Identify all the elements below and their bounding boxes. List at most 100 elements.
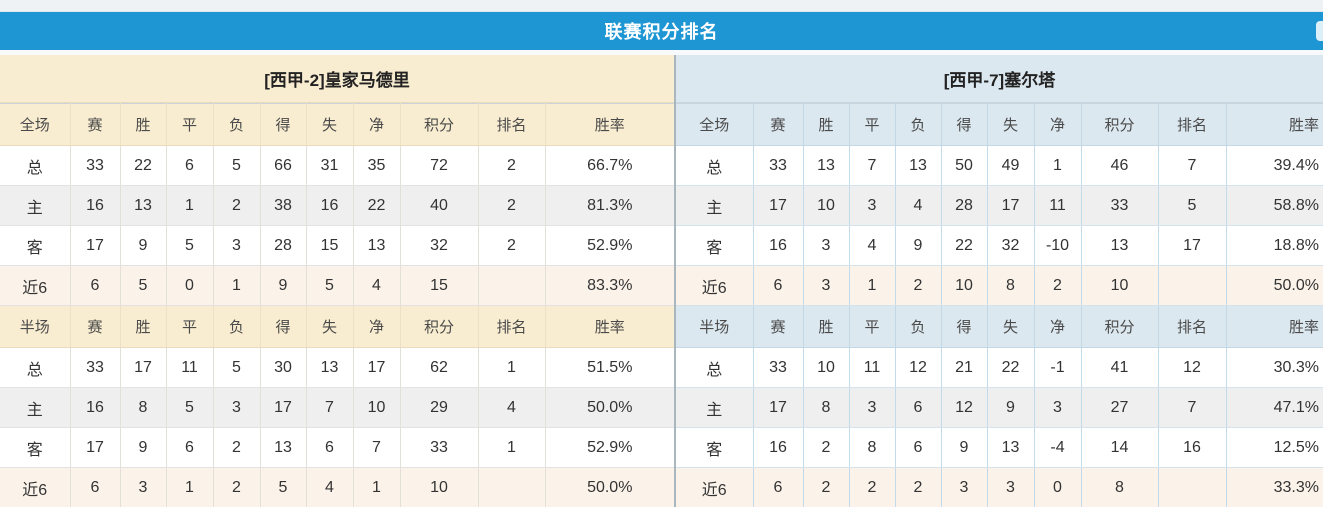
- stat-cell: 2: [478, 185, 546, 226]
- team-name-away: [西甲-7]塞尔塔: [676, 55, 1323, 103]
- title-gap: [0, 50, 1323, 55]
- stat-cell: 13: [306, 347, 354, 388]
- stat-cell: 7: [849, 145, 896, 186]
- stat-cell: 62: [400, 347, 479, 388]
- column-header: 净: [353, 305, 401, 348]
- stat-row: 客 17 9 5 3 28 15 13 32 2 52.9%: [0, 225, 674, 266]
- column-header: 全场: [676, 103, 754, 146]
- stat-cell: 22: [120, 145, 167, 186]
- column-header: 得: [260, 103, 307, 146]
- stat-row: 近6 6 3 1 2 5 4 1 10 50.0%: [0, 467, 674, 507]
- stat-cell: 50.0%: [545, 467, 674, 507]
- stat-cell: 1: [213, 265, 261, 306]
- row-label: 主: [0, 387, 71, 428]
- stat-cell: 10: [400, 467, 479, 507]
- column-header: 半场: [0, 305, 71, 348]
- row-label: 总: [676, 347, 754, 388]
- stat-row: 客 17 9 6 2 13 6 7 33 1 52.9%: [0, 427, 674, 468]
- stat-cell: 10: [353, 387, 401, 428]
- standings-tables: [西甲-2]皇家马德里 全场赛胜平负得失净积分 排名 胜率总 33 22 6 5 66 31 35…: [0, 55, 1323, 507]
- stat-cell: 13: [353, 225, 401, 266]
- stat-cell: 6: [753, 467, 804, 507]
- stat-cell: 38: [260, 185, 307, 226]
- column-header: 胜率: [1226, 103, 1323, 146]
- stat-header-row: 半场赛胜平负得失净积分 排名 胜率: [0, 305, 674, 348]
- stat-cell: 5: [166, 387, 214, 428]
- stat-cell: 52.9%: [545, 427, 674, 468]
- stat-cell: 16: [70, 387, 121, 428]
- stat-row: 客 16 3 4 9 22 32 -10 13 17 18.8%: [676, 225, 1323, 266]
- stat-cell: 41: [1081, 347, 1159, 388]
- stat-cell: 9: [941, 427, 988, 468]
- column-header: 赛: [753, 103, 804, 146]
- stat-cell: 11: [166, 347, 214, 388]
- stat-cell: [478, 265, 546, 306]
- stat-header-row: 全场赛胜平负得失净积分 排名 胜率: [676, 103, 1323, 146]
- stat-row: 总 33 22 6 5 66 31 35 72 2 66.7%: [0, 145, 674, 186]
- stat-cell: 16: [753, 225, 804, 266]
- stat-row: 近6 6 2 2 2 3 3 0 8 33.3%: [676, 467, 1323, 507]
- stat-cell: 10: [941, 265, 988, 306]
- stat-cell: 12.5%: [1226, 427, 1323, 468]
- stat-cell: 15: [306, 225, 354, 266]
- stat-cell: 2: [1034, 265, 1082, 306]
- stat-cell: 3: [213, 225, 261, 266]
- column-header: 平: [166, 305, 214, 348]
- stat-cell: 16: [1158, 427, 1227, 468]
- stat-cell: -1: [1034, 347, 1082, 388]
- column-header: 排名: [1158, 305, 1227, 348]
- row-label: 近6: [676, 467, 754, 507]
- stat-cell: 2: [213, 185, 261, 226]
- column-header: 胜: [120, 103, 167, 146]
- stat-cell: 33: [70, 145, 121, 186]
- stat-cell: 3: [803, 265, 850, 306]
- stat-cell: 10: [803, 347, 850, 388]
- column-header: 排名: [1158, 103, 1227, 146]
- stat-cell: 9: [895, 225, 942, 266]
- stat-row: 总 33 13 7 13 50 49 1 46 7 39.4%: [676, 145, 1323, 186]
- stat-cell: 17: [353, 347, 401, 388]
- row-label: 主: [0, 185, 71, 226]
- stat-cell: [478, 467, 546, 507]
- stat-cell: 81.3%: [545, 185, 674, 226]
- column-header: 积分: [1081, 305, 1159, 348]
- stat-cell: 4: [478, 387, 546, 428]
- column-header: 得: [941, 103, 988, 146]
- column-header: 平: [849, 103, 896, 146]
- row-label: 总: [0, 145, 71, 186]
- stat-cell: 30: [260, 347, 307, 388]
- stat-cell: 1: [166, 185, 214, 226]
- top-strip: [0, 0, 1323, 12]
- stat-cell: 17: [987, 185, 1035, 226]
- clipped-edge-icon: [1316, 21, 1323, 41]
- stat-cell: 6: [895, 387, 942, 428]
- stat-cell: 16: [70, 185, 121, 226]
- stat-cell: 6: [166, 145, 214, 186]
- stat-cell: 72: [400, 145, 479, 186]
- stat-cell: 10: [1081, 265, 1159, 306]
- column-header: 全场: [0, 103, 71, 146]
- stat-cell: 1: [849, 265, 896, 306]
- column-header: 胜: [803, 103, 850, 146]
- stat-cell: 28: [260, 225, 307, 266]
- stat-cell: 13: [1081, 225, 1159, 266]
- stats-table-away: 全场赛胜平负得失净积分 排名 胜率总 33 13 7 13 50 49 1 46 7 39.4% 主 17 1…: [676, 103, 1323, 507]
- stat-cell: 5: [1158, 185, 1227, 226]
- stat-cell: 7: [1158, 387, 1227, 428]
- stat-cell: 2: [213, 427, 261, 468]
- stat-cell: 9: [120, 225, 167, 266]
- stat-cell: 7: [306, 387, 354, 428]
- row-label: 主: [676, 387, 754, 428]
- stat-row: 近6 6 3 1 2 10 8 2 10 50.0%: [676, 265, 1323, 306]
- stat-cell: 3: [941, 467, 988, 507]
- stat-cell: 17: [1158, 225, 1227, 266]
- stat-cell: 15: [400, 265, 479, 306]
- stat-cell: 66.7%: [545, 145, 674, 186]
- stat-cell: 14: [1081, 427, 1159, 468]
- stat-cell: 1: [166, 467, 214, 507]
- stat-row: 近6 6 5 0 1 9 5 4 15 83.3%: [0, 265, 674, 306]
- stat-cell: 3: [803, 225, 850, 266]
- stat-cell: 12: [895, 347, 942, 388]
- stat-cell: 35: [353, 145, 401, 186]
- column-header: 失: [306, 103, 354, 146]
